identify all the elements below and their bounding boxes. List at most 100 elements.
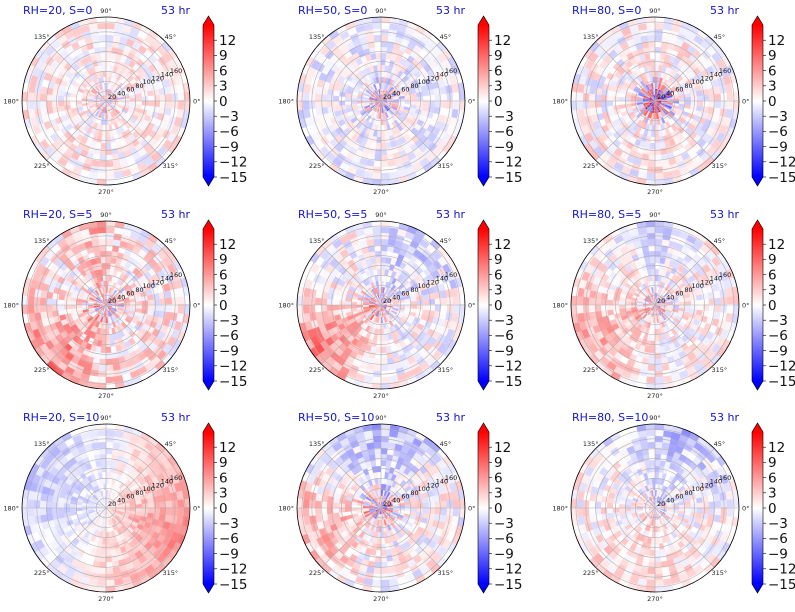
heatmap-cell [649, 118, 654, 126]
heatmap-cell [387, 110, 393, 117]
heatmap-cell [64, 87, 73, 94]
heatmap-cell [664, 107, 671, 113]
heatmap-cell [100, 89, 105, 96]
heatmap-cell [396, 131, 404, 140]
heatmap-cell [635, 17, 647, 26]
heatmap-cell [99, 148, 107, 156]
heatmap-cell [156, 80, 165, 89]
heatmap-cell [657, 106, 662, 113]
heatmap-cell [396, 24, 407, 34]
heatmap-cell [86, 17, 98, 26]
heatmap-cell [41, 114, 50, 124]
heatmap-cell [99, 316, 104, 323]
heatmap-cell [635, 83, 643, 90]
heatmap-cell [670, 131, 678, 140]
heatmap-cell [81, 299, 89, 304]
heatmap-cell [362, 101, 370, 104]
heatmap-cell [88, 308, 96, 314]
heatmap-cell [381, 101, 387, 105]
heatmap-cell [111, 77, 117, 85]
heatmap-cell [696, 95, 704, 101]
heatmap-cell [388, 116, 395, 123]
heatmap-cell [639, 115, 646, 122]
heatmap-cell [655, 106, 658, 114]
heatmap-cell [378, 82, 381, 90]
heatmap-cell [114, 171, 125, 179]
heatmap-cell [649, 58, 655, 66]
heatmap-cell [436, 148, 448, 161]
colorbar-extend-min [478, 381, 489, 390]
heatmap-cell [57, 294, 66, 301]
colorbar-tick-label: −15 [219, 170, 248, 186]
heatmap-cell [725, 108, 733, 119]
heatmap-cell [108, 89, 113, 96]
heatmap-cell [139, 266, 149, 276]
heatmap-cell [696, 304, 704, 311]
heatmap-cell [28, 109, 36, 120]
radial-tick-label: 160 [170, 271, 182, 279]
heatmap-cell [106, 130, 111, 138]
heatmap-cell [660, 96, 668, 100]
heatmap-cell [654, 70, 659, 78]
heatmap-cell [75, 301, 83, 306]
heatmap-cell [99, 83, 104, 90]
heatmap-cell [644, 104, 651, 109]
heatmap-cell [77, 119, 86, 128]
heatmap-cell [657, 89, 662, 96]
heatmap-cell [111, 298, 118, 303]
heatmap-cell [362, 102, 370, 106]
heatmap-cell [394, 157, 404, 166]
heatmap-cell [98, 40, 106, 48]
heatmap-cell [639, 107, 646, 113]
heatmap-cell [83, 70, 91, 78]
heatmap-cell [106, 305, 113, 308]
heatmap-cell [176, 82, 184, 93]
heatmap-cell [100, 293, 105, 300]
heatmap-cell [404, 165, 416, 175]
heatmap-cell [111, 117, 117, 125]
heatmap-cell [103, 292, 106, 300]
heatmap-cell [655, 101, 658, 108]
heatmap-cell [374, 106, 379, 113]
heatmap-cell [58, 85, 67, 93]
heatmap-cell [156, 112, 166, 121]
heatmap-cell [416, 104, 424, 111]
heatmap-cell [122, 92, 130, 97]
heatmap-cell [452, 295, 460, 305]
heatmap-cell [369, 94, 376, 99]
heatmap-cell [116, 295, 123, 300]
heatmap-cell [451, 125, 461, 138]
angle-tick-label: 270° [98, 392, 114, 400]
heatmap-cell [439, 85, 447, 95]
angle-tick-label: 180° [552, 98, 568, 106]
heatmap-cell [606, 101, 614, 107]
angular-grid-line [105, 100, 166, 161]
heatmap-cell [132, 288, 141, 296]
heatmap-cell [376, 82, 380, 90]
heatmap-cell [57, 309, 66, 317]
heatmap-cell [381, 154, 389, 162]
colorbar-tick-label: 6 [768, 63, 777, 79]
heatmap-cell [109, 91, 115, 97]
heatmap-cell [77, 323, 86, 332]
heatmap-cell [129, 78, 137, 86]
heatmap-cell [119, 157, 129, 166]
heatmap-cell [92, 109, 99, 116]
heatmap-cell [93, 65, 100, 73]
heatmap-cell [69, 92, 77, 98]
radial-tick-label: 100 [691, 78, 703, 86]
heatmap-cell [111, 84, 116, 91]
heatmap-cell [381, 172, 391, 180]
heatmap-cell [664, 114, 671, 122]
heatmap-cell [648, 98, 655, 101]
heatmap-cell [134, 292, 142, 299]
heatmap-cell [359, 157, 369, 166]
heatmap-cell [80, 122, 88, 130]
heatmap-cell [375, 142, 382, 150]
colorbar-tick-label: 0 [219, 298, 228, 314]
heatmap-cell [172, 134, 183, 146]
colorbar-extend-max [203, 16, 214, 25]
heatmap-cell [650, 136, 656, 144]
heatmap-cell [31, 66, 42, 78]
